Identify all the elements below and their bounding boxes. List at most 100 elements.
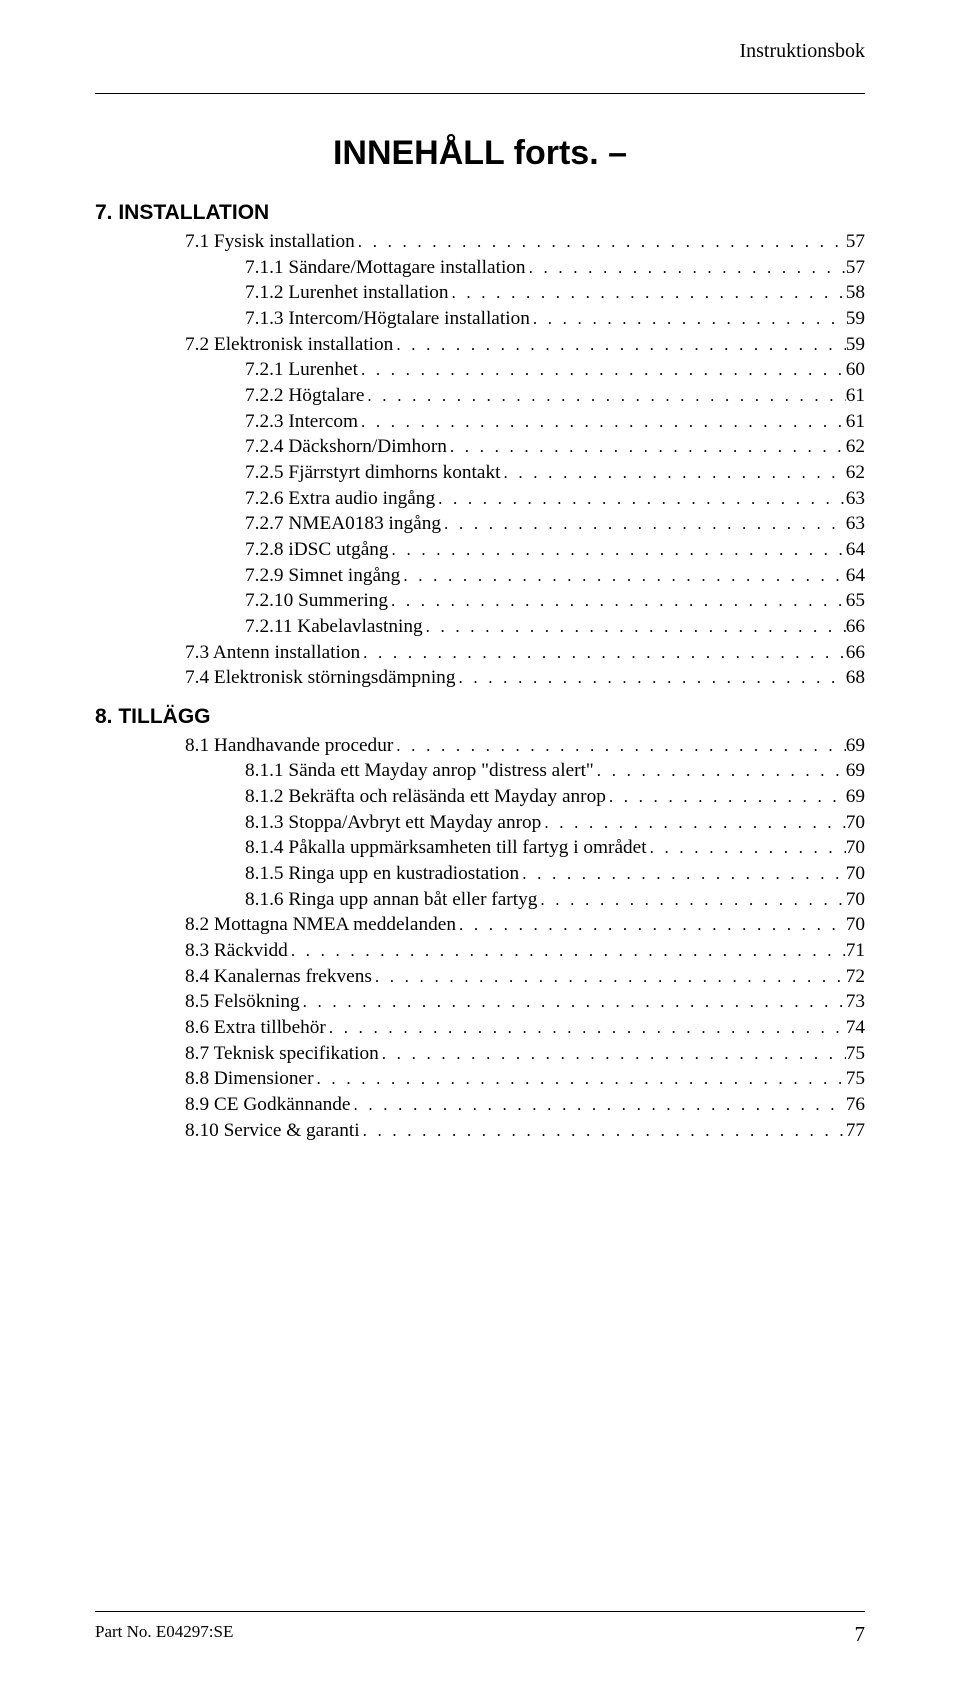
toc-label: 7.2.5 Fjärrstyrt dimhorns kontakt — [245, 460, 500, 486]
toc-dots: . . . . . . . . . . . . . . . . . . . . … — [423, 616, 846, 639]
toc-line: 8.9 CE Godkännande . . . . . . . . . . .… — [95, 1092, 865, 1118]
toc-page: 57 — [846, 255, 865, 281]
toc-dots: . . . . . . . . . . . . . . . . . . . . … — [537, 889, 845, 912]
toc-dots: . . . . . . . . . . . . . . . . . . . . … — [358, 411, 846, 434]
toc-dots: . . . . . . . . . . . . . . . . . . . . … — [435, 488, 846, 511]
toc-dots: . . . . . . . . . . . . . . . . . . . . … — [447, 436, 846, 459]
toc-label: 8.1.3 Stoppa/Avbryt ett Mayday anrop — [245, 810, 541, 836]
toc-dots: . . . . . . . . . . . . . . . . . . . . … — [456, 914, 846, 937]
footer-row: Part No. E04297:SE 7 — [95, 1622, 865, 1647]
toc-page: 75 — [846, 1066, 865, 1092]
section-7: 7. INSTALLATION 7.1 Fysisk installation … — [95, 201, 865, 691]
toc-line: 7.2.6 Extra audio ingång . . . . . . . .… — [95, 486, 865, 512]
toc-dots: . . . . . . . . . . . . . . . . . . . . … — [300, 991, 846, 1014]
toc-line: 8.5 Felsökning . . . . . . . . . . . . .… — [95, 989, 865, 1015]
toc-dots: . . . . . . . . . . . . . . . . . . . . … — [372, 966, 846, 989]
toc-page: 61 — [846, 383, 865, 409]
toc-label: 7.2.3 Intercom — [245, 409, 358, 435]
toc-line: 7.2.10 Summering . . . . . . . . . . . .… — [95, 588, 865, 614]
toc-page: 76 — [846, 1092, 865, 1118]
toc-label: 8.5 Felsökning — [185, 989, 300, 1015]
toc-page: 72 — [846, 964, 865, 990]
toc-label: 7.2.1 Lurenhet — [245, 357, 358, 383]
toc-line: 7.4 Elektronisk störningsdämpning . . . … — [95, 665, 865, 691]
toc-line: 7.2.11 Kabelavlastning . . . . . . . . .… — [95, 614, 865, 640]
toc-label: 7.1.2 Lurenhet installation — [245, 280, 448, 306]
section-7-heading: 7. INSTALLATION — [95, 201, 865, 225]
toc-page: 77 — [846, 1118, 865, 1144]
toc-content: 7. INSTALLATION 7.1 Fysisk installation … — [95, 201, 865, 1143]
toc-label: 8.1.1 Sända ett Mayday anrop "distress a… — [245, 758, 594, 784]
toc-label: 7.2.10 Summering — [245, 588, 388, 614]
toc-page: 57 — [846, 229, 865, 255]
toc-dots: . . . . . . . . . . . . . . . . . . . . … — [647, 837, 846, 860]
section-8-entries: 8.1 Handhavande procedur . . . . . . . .… — [95, 733, 865, 1144]
toc-line: 7.2.3 Intercom . . . . . . . . . . . . .… — [95, 409, 865, 435]
toc-line: 8.2 Mottagna NMEA meddelanden . . . . . … — [95, 912, 865, 938]
toc-dots: . . . . . . . . . . . . . . . . . . . . … — [519, 863, 846, 886]
toc-dots: . . . . . . . . . . . . . . . . . . . . … — [350, 1094, 845, 1117]
toc-label: 8.1 Handhavande procedur — [185, 733, 393, 759]
toc-page: 66 — [846, 614, 865, 640]
toc-label: 8.3 Räckvidd — [185, 938, 288, 964]
toc-dots: . . . . . . . . . . . . . . . . . . . . … — [606, 786, 846, 809]
toc-dots: . . . . . . . . . . . . . . . . . . . . … — [358, 359, 846, 382]
toc-label: 8.10 Service & garanti — [185, 1118, 360, 1144]
toc-page: 62 — [846, 460, 865, 486]
toc-page: 70 — [846, 810, 865, 836]
toc-dots: . . . . . . . . . . . . . . . . . . . . … — [541, 812, 845, 835]
toc-line: 7.2.9 Simnet ingång . . . . . . . . . . … — [95, 563, 865, 589]
toc-page: 59 — [846, 306, 865, 332]
toc-page: 60 — [846, 357, 865, 383]
toc-line: 7.2.4 Däckshorn/Dimhorn . . . . . . . . … — [95, 434, 865, 460]
toc-label: 8.7 Teknisk specifikation — [185, 1041, 379, 1067]
toc-dots: . . . . . . . . . . . . . . . . . . . . … — [314, 1068, 846, 1091]
footer-rule — [95, 1611, 865, 1612]
toc-dots: . . . . . . . . . . . . . . . . . . . . … — [364, 385, 845, 408]
toc-dots: . . . . . . . . . . . . . . . . . . . . … — [288, 940, 846, 963]
toc-page: 64 — [846, 537, 865, 563]
toc-dots: . . . . . . . . . . . . . . . . . . . . … — [393, 735, 845, 758]
toc-dots: . . . . . . . . . . . . . . . . . . . . … — [326, 1017, 846, 1040]
toc-page: 70 — [846, 912, 865, 938]
toc-line: 7.1.3 Intercom/Högtalare installation . … — [95, 306, 865, 332]
section-8-heading: 8. TILLÄGG — [95, 705, 865, 729]
toc-label: 7.2.2 Högtalare — [245, 383, 364, 409]
toc-dots: . . . . . . . . . . . . . . . . . . . . … — [400, 565, 845, 588]
toc-label: 7.2.8 iDSC utgång — [245, 537, 389, 563]
toc-label: 8.1.2 Bekräfta och reläsända ett Mayday … — [245, 784, 606, 810]
toc-page: 69 — [846, 784, 865, 810]
toc-label: 8.1.5 Ringa upp en kustradiostation — [245, 861, 519, 887]
toc-label: 8.6 Extra tillbehör — [185, 1015, 326, 1041]
toc-label: 7.2.9 Simnet ingång — [245, 563, 400, 589]
toc-line: 8.3 Räckvidd . . . . . . . . . . . . . .… — [95, 938, 865, 964]
toc-page: 65 — [846, 588, 865, 614]
toc-line: 8.1.3 Stoppa/Avbryt ett Mayday anrop . .… — [95, 810, 865, 836]
toc-line: 7.2.8 iDSC utgång . . . . . . . . . . . … — [95, 537, 865, 563]
toc-page: 63 — [846, 486, 865, 512]
toc-line: 7.2 Elektronisk installation . . . . . .… — [95, 332, 865, 358]
toc-line: 8.8 Dimensioner . . . . . . . . . . . . … — [95, 1066, 865, 1092]
toc-dots: . . . . . . . . . . . . . . . . . . . . … — [530, 308, 846, 331]
toc-label: 7.1.1 Sändare/Mottagare installation — [245, 255, 526, 281]
footer-part-no: Part No. E04297:SE — [95, 1622, 233, 1647]
toc-page: 63 — [846, 511, 865, 537]
toc-page: 66 — [846, 640, 865, 666]
toc-dots: . . . . . . . . . . . . . . . . . . . . … — [393, 334, 845, 357]
toc-dots: . . . . . . . . . . . . . . . . . . . . … — [379, 1043, 846, 1066]
toc-line: 8.1.5 Ringa upp en kustradiostation . . … — [95, 861, 865, 887]
footer: Part No. E04297:SE 7 — [95, 1611, 865, 1647]
toc-page: 62 — [846, 434, 865, 460]
toc-line: 7.2.5 Fjärrstyrt dimhorns kontakt . . . … — [95, 460, 865, 486]
header-doc-type: Instruktionsbok — [95, 40, 865, 63]
toc-line: 7.3 Antenn installation . . . . . . . . … — [95, 640, 865, 666]
toc-dots: . . . . . . . . . . . . . . . . . . . . … — [455, 667, 845, 690]
toc-label: 8.8 Dimensioner — [185, 1066, 314, 1092]
toc-line: 8.10 Service & garanti . . . . . . . . .… — [95, 1118, 865, 1144]
toc-label: 7.2 Elektronisk installation — [185, 332, 393, 358]
toc-dots: . . . . . . . . . . . . . . . . . . . . … — [594, 760, 846, 783]
toc-label: 7.2.7 NMEA0183 ingång — [245, 511, 441, 537]
toc-page: 74 — [846, 1015, 865, 1041]
header-rule — [95, 93, 865, 94]
toc-dots: . . . . . . . . . . . . . . . . . . . . … — [360, 1120, 846, 1143]
